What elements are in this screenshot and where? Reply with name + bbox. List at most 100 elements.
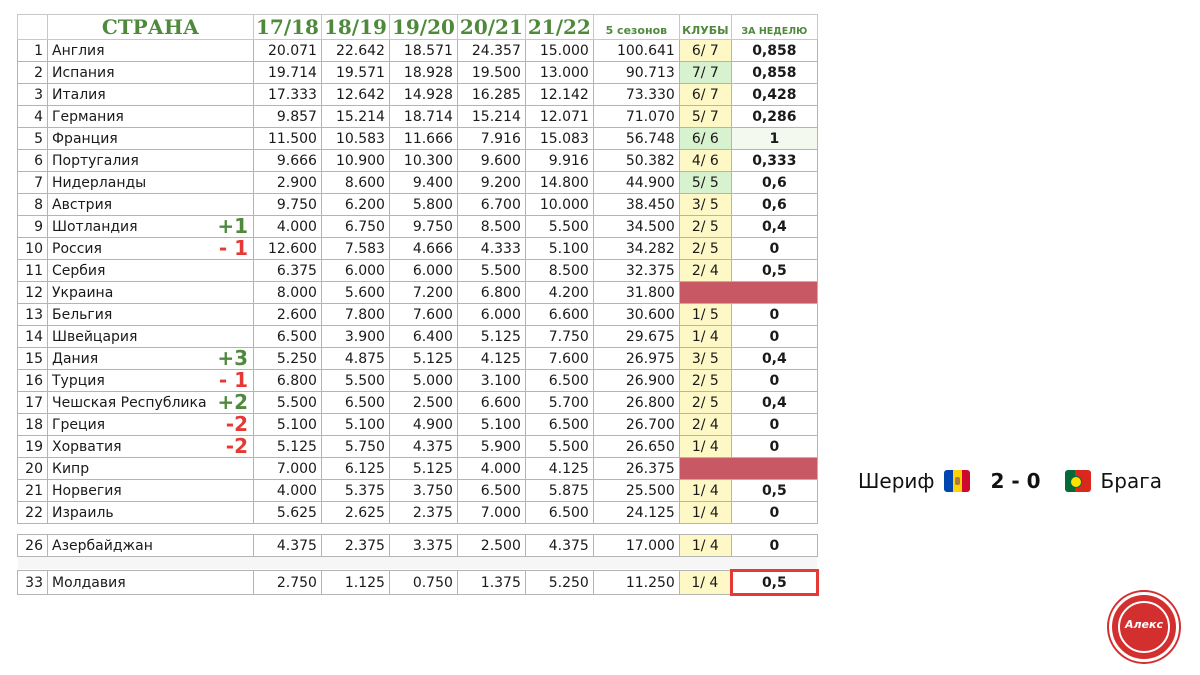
weekly-points-cell: 0,858 bbox=[730, 61, 818, 84]
country-cell: Дания +3 bbox=[47, 347, 254, 370]
total-points-cell: 26.650 bbox=[592, 435, 680, 458]
season-points-cell: 4.125 bbox=[456, 347, 526, 370]
season-points-cell: 17.333 bbox=[253, 83, 322, 106]
clubs-remaining-cell: 1/ 4 bbox=[678, 325, 732, 348]
season-points-cell: 7.916 bbox=[456, 127, 526, 150]
season-points-cell: 10.900 bbox=[320, 149, 390, 172]
total-points-cell: 71.070 bbox=[592, 105, 680, 128]
logo-name: Алекс bbox=[1124, 618, 1164, 631]
season-points-cell: 4.000 bbox=[253, 479, 322, 502]
season-points-cell: 10.000 bbox=[524, 193, 594, 216]
season-points-cell: 4.000 bbox=[253, 215, 322, 238]
season-points-cell: 18.928 bbox=[388, 61, 458, 84]
rank-cell: 20 bbox=[17, 457, 48, 480]
season-points-cell: 6.200 bbox=[320, 193, 390, 216]
season-points-cell: 4.875 bbox=[320, 347, 390, 370]
rank-change-badge: +1 bbox=[217, 215, 248, 238]
country-name: Украина bbox=[52, 284, 114, 301]
clubs-remaining-cell: 7/ 7 bbox=[678, 61, 732, 84]
season-points-cell: 5.625 bbox=[253, 501, 322, 524]
weekly-points-cell: 0,333 bbox=[730, 149, 818, 172]
season-points-cell: 7.200 bbox=[388, 281, 458, 304]
season-points-cell: 15.083 bbox=[524, 127, 594, 150]
table-row: 7 Нидерланды 2.900 8.600 9.400 9.200 14.800 44.… bbox=[17, 171, 818, 194]
weekly-points-cell: 0 bbox=[730, 534, 818, 557]
table-row: 16 Турция - 1 6.800 5.500 5.000 3.100 6.500 26.9… bbox=[17, 369, 818, 392]
season-points-cell: 6.500 bbox=[524, 413, 594, 436]
rank-cell: 9 bbox=[17, 215, 48, 238]
season-points-cell: 10.300 bbox=[388, 149, 458, 172]
season-points-cell: 16.285 bbox=[456, 83, 526, 106]
season-points-cell: 6.800 bbox=[253, 369, 322, 392]
table-row: 33 Молдавия 2.750 1.125 0.750 1.375 5.250 11.25… bbox=[17, 569, 819, 596]
country-cell: Италия bbox=[47, 83, 254, 106]
season-points-cell: 5.125 bbox=[388, 457, 458, 480]
season-points-cell: 13.000 bbox=[524, 61, 594, 84]
rank-cell: 26 bbox=[17, 534, 48, 557]
match-result: Шериф 2 - 0 Брага bbox=[858, 468, 1162, 494]
season-points-cell: 9.200 bbox=[456, 171, 526, 194]
season-points-cell: 5.900 bbox=[456, 435, 526, 458]
season-points-cell: 6.400 bbox=[388, 325, 458, 348]
match-score: 2 - 0 bbox=[990, 469, 1041, 493]
country-name: Израиль bbox=[52, 504, 114, 521]
portugal-flag-icon bbox=[1064, 470, 1091, 492]
header-season: 18/19 bbox=[320, 14, 390, 40]
season-points-cell: 3.375 bbox=[388, 534, 458, 557]
weekly-points-cell: 0 bbox=[730, 413, 818, 436]
rank-cell: 16 bbox=[17, 369, 48, 392]
total-points-cell: 90.713 bbox=[592, 61, 680, 84]
season-points-cell: 9.750 bbox=[388, 215, 458, 238]
season-points-cell: 9.857 bbox=[253, 105, 322, 128]
total-points-cell: 50.382 bbox=[592, 149, 680, 172]
rank-change-badge: +2 bbox=[217, 391, 248, 414]
rank-cell: 15 bbox=[17, 347, 48, 370]
table-row: 1 Англия 20.071 22.642 18.571 24.357 15.000 100… bbox=[17, 39, 818, 62]
table-row: 13 Бельгия 2.600 7.800 7.600 6.000 6.600 30.600… bbox=[17, 303, 818, 326]
rank-cell: 7 bbox=[17, 171, 48, 194]
season-points-cell: 14.928 bbox=[388, 83, 458, 106]
season-points-cell: 15.214 bbox=[320, 105, 390, 128]
table-row: 9 Шотландия +1 4.000 6.750 9.750 8.500 5.500 34.… bbox=[17, 215, 818, 238]
season-points-cell: 7.800 bbox=[320, 303, 390, 326]
season-points-cell: 5.500 bbox=[253, 391, 322, 414]
clubs-remaining-cell: 1/ 4 bbox=[678, 570, 732, 595]
rank-cell: 6 bbox=[17, 149, 48, 172]
weekly-points-cell: 0,4 bbox=[730, 347, 818, 370]
country-name: Норвегия bbox=[52, 482, 122, 499]
country-cell: Шотландия +1 bbox=[47, 215, 254, 238]
country-cell: Кипр bbox=[47, 457, 254, 480]
season-points-cell: 4.375 bbox=[388, 435, 458, 458]
season-points-cell: 3.750 bbox=[388, 479, 458, 502]
season-points-cell: 5.500 bbox=[456, 259, 526, 282]
country-cell: Англия bbox=[47, 39, 254, 62]
season-points-cell: 6.500 bbox=[524, 501, 594, 524]
weekly-points-cell: 0 bbox=[730, 501, 818, 524]
season-points-cell: 12.071 bbox=[524, 105, 594, 128]
rank-cell: 22 bbox=[17, 501, 48, 524]
rank-cell: 2 bbox=[17, 61, 48, 84]
season-points-cell: 7.583 bbox=[320, 237, 390, 260]
weekly-points-cell: 0 bbox=[730, 369, 818, 392]
rank-cell: 19 bbox=[17, 435, 48, 458]
weekly-points-cell: 0,858 bbox=[730, 39, 818, 62]
season-points-cell: 9.916 bbox=[524, 149, 594, 172]
rank-cell: 4 bbox=[17, 105, 48, 128]
season-points-cell: 6.600 bbox=[524, 303, 594, 326]
header-country: СТРАНА bbox=[47, 14, 254, 40]
rank-cell: 13 bbox=[17, 303, 48, 326]
season-points-cell: 9.400 bbox=[388, 171, 458, 194]
table-row: 3 Италия 17.333 12.642 14.928 16.285 12.142 73.… bbox=[17, 83, 818, 106]
header-season: 19/20 bbox=[388, 14, 458, 40]
table-row: 10 Россия - 1 12.600 7.583 4.666 4.333 5.100 34.… bbox=[17, 237, 818, 260]
weekly-points-cell: 0,6 bbox=[730, 193, 818, 216]
total-points-cell: 34.282 bbox=[592, 237, 680, 260]
total-points-cell: 38.450 bbox=[592, 193, 680, 216]
season-points-cell: 19.500 bbox=[456, 61, 526, 84]
season-points-cell: 6.500 bbox=[456, 479, 526, 502]
season-points-cell: 11.500 bbox=[253, 127, 322, 150]
country-cell: Норвегия bbox=[47, 479, 254, 502]
season-points-cell: 5.500 bbox=[320, 369, 390, 392]
header-week: ЗА НЕДЕЛЮ bbox=[730, 14, 818, 40]
table-row: 4 Германия 9.857 15.214 18.714 15.214 12.071 71… bbox=[17, 105, 818, 128]
